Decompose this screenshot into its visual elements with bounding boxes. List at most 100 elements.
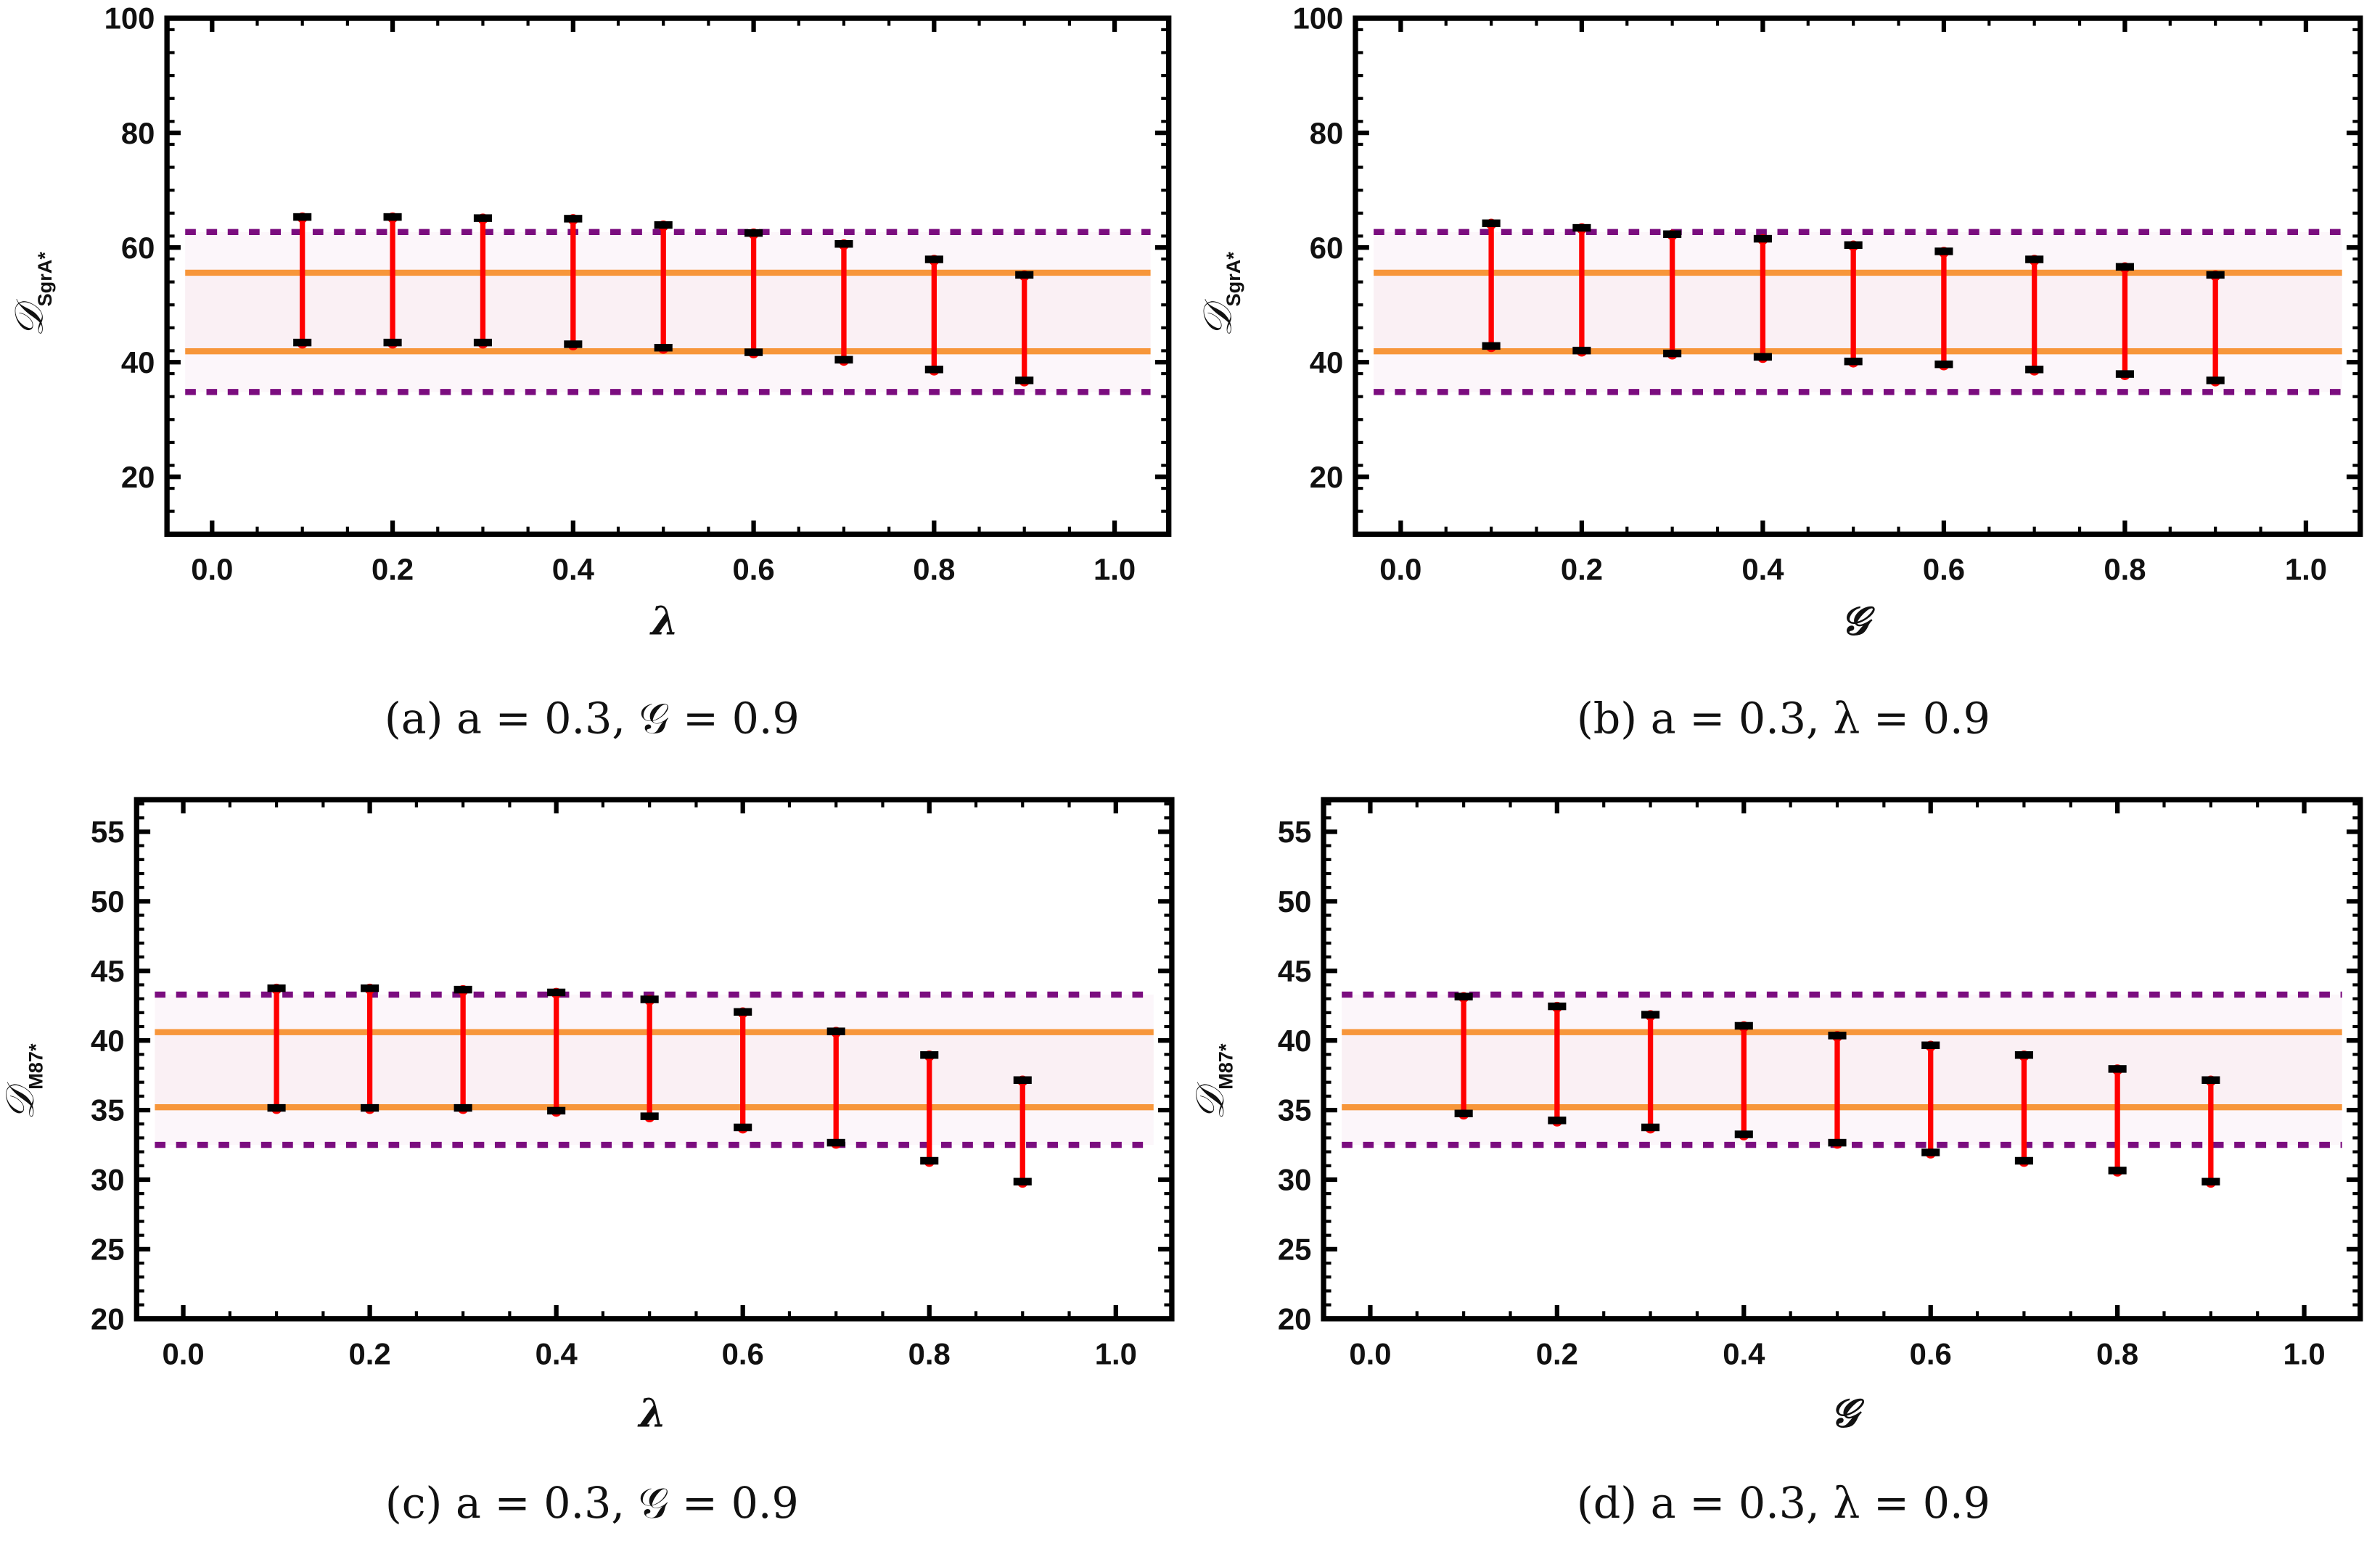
- x-axis-label: 𝒢: [1830, 1389, 1865, 1436]
- errorbar-0.9: [2206, 270, 2225, 387]
- y-tick-label: 100: [104, 1, 155, 36]
- x-tick-label: 1.0: [2285, 552, 2327, 586]
- upper-cap: [2025, 255, 2044, 263]
- errorbar-0.6: [734, 1007, 752, 1134]
- x-tick-label: 0.8: [908, 1337, 951, 1371]
- upper-cap: [834, 239, 853, 248]
- y-tick-label: 40: [1310, 345, 1344, 379]
- upper-cap: [2202, 1076, 2220, 1084]
- x-tick-label: 0.8: [2096, 1337, 2138, 1371]
- lower-cap: [1015, 377, 1034, 385]
- upper-cap: [547, 988, 566, 997]
- errorbar-0.7: [834, 239, 853, 366]
- lower-cap: [1921, 1148, 1940, 1156]
- x-tick-label: 0.6: [1923, 552, 1965, 586]
- upper-cap: [454, 985, 472, 994]
- lower-cap: [1753, 353, 1772, 361]
- plot-frame: [134, 797, 1175, 1322]
- x-tick-label: 0.2: [372, 552, 414, 586]
- upper-cap: [1828, 1032, 1847, 1040]
- lower-cap: [924, 366, 943, 374]
- lower-cap: [2108, 1167, 2127, 1175]
- errorbar-0.2: [1548, 1001, 1567, 1127]
- upper-cap: [293, 213, 312, 221]
- errorbar-0.5: [654, 220, 673, 354]
- upper-cap: [1013, 1076, 1032, 1084]
- upper-cap: [2206, 271, 2225, 279]
- x-tick-label: 0.8: [2104, 552, 2146, 586]
- y-tick-label: 45: [91, 954, 125, 988]
- x-tick-label: 0.8: [913, 552, 955, 586]
- x-axis-label: λ: [649, 597, 678, 644]
- y-axis-label-main: 𝒟: [0, 1082, 43, 1120]
- y-tick-label: 80: [1310, 116, 1344, 150]
- upper-cap: [1934, 247, 1953, 255]
- upper-cap: [826, 1027, 845, 1035]
- y-axis-label-main: 𝒟: [7, 298, 52, 337]
- panel-caption: (d) a = 0.3, λ = 0.9: [1577, 1479, 1990, 1528]
- x-tick-label: 0.4: [536, 1337, 578, 1371]
- chart-panel-d: 0.0 0.2 0.4 0.6 0.8 1.0 20 25 30 35 40 45 50 55 𝒢 𝒟M87*…: [1187, 797, 2363, 1528]
- panel-caption: (b) a = 0.3, λ = 0.9: [1577, 694, 1990, 743]
- lower-cap: [834, 355, 853, 364]
- errorbar-0.3: [473, 213, 492, 349]
- upper-cap: [1921, 1041, 1940, 1050]
- lower-cap: [734, 1123, 752, 1132]
- x-tick-label: 0.6: [733, 552, 775, 586]
- lower-cap: [2014, 1156, 2033, 1165]
- x-tick-label: 1.0: [2283, 1337, 2325, 1371]
- errorbar-0.5: [1828, 1031, 1847, 1149]
- x-tick-label: 0.4: [1741, 552, 1784, 586]
- errorbar-0.1: [1454, 992, 1473, 1120]
- upper-cap: [924, 255, 943, 263]
- errorbar-0.3: [1641, 1010, 1660, 1134]
- y-tick-label: 20: [121, 460, 155, 494]
- y-axis-label-sub: M87*: [1215, 1043, 1237, 1090]
- y-tick-label: 60: [1310, 231, 1344, 265]
- y-axis-label-sub: SgrA*: [33, 252, 56, 307]
- errorbar-0.1: [293, 212, 312, 349]
- lower-cap: [1934, 360, 1953, 369]
- y-tick-label: 35: [91, 1093, 125, 1127]
- errorbar-0.7: [2025, 255, 2044, 376]
- errorbar-0.1: [1482, 218, 1501, 353]
- errorbar-0.3: [1663, 229, 1682, 360]
- upper-cap: [1734, 1021, 1753, 1030]
- lower-cap: [1482, 342, 1501, 350]
- y-axis-label-main: 𝒟: [1187, 1082, 1233, 1120]
- x-tick-label: 0.0: [1349, 1337, 1391, 1371]
- y-tick-label: 35: [1278, 1093, 1312, 1127]
- lower-cap: [293, 338, 312, 347]
- upper-cap: [267, 984, 286, 992]
- upper-cap: [640, 995, 659, 1003]
- y-tick-label: 50: [91, 884, 125, 918]
- upper-cap: [744, 229, 763, 237]
- lower-cap: [547, 1106, 566, 1115]
- chart-panel-c: 0.0 0.2 0.4 0.6 0.8 1.0 20 25 30 35 40 45 50 55 λ 𝒟M87*…: [0, 797, 1175, 1528]
- lower-cap: [1844, 357, 1863, 366]
- lower-cap: [640, 1112, 659, 1120]
- errorbar-0.2: [383, 212, 402, 349]
- upper-cap: [920, 1051, 939, 1059]
- panel-caption: (c) a = 0.3, 𝒢 = 0.9: [385, 1479, 799, 1528]
- upper-cap: [1015, 271, 1034, 279]
- y-tick-label: 25: [91, 1233, 125, 1267]
- upper-cap: [2115, 263, 2134, 271]
- y-tick-label: 20: [1310, 460, 1344, 494]
- y-tick-label: 20: [91, 1302, 125, 1336]
- panel-caption: (a) a = 0.3, 𝒢 = 0.9: [385, 694, 800, 743]
- y-tick-label: 60: [121, 231, 155, 265]
- y-tick-label: 55: [91, 815, 125, 849]
- y-tick-label: 40: [1278, 1024, 1312, 1058]
- errorbar-0.9: [1013, 1075, 1032, 1188]
- errorbar-0.6: [1921, 1040, 1940, 1159]
- lower-cap: [1828, 1138, 1847, 1147]
- upper-cap: [2108, 1065, 2127, 1073]
- lower-cap: [267, 1103, 286, 1112]
- upper-cap: [1753, 234, 1772, 243]
- plot-frame: [164, 15, 1172, 537]
- y-tick-label: 40: [91, 1024, 125, 1058]
